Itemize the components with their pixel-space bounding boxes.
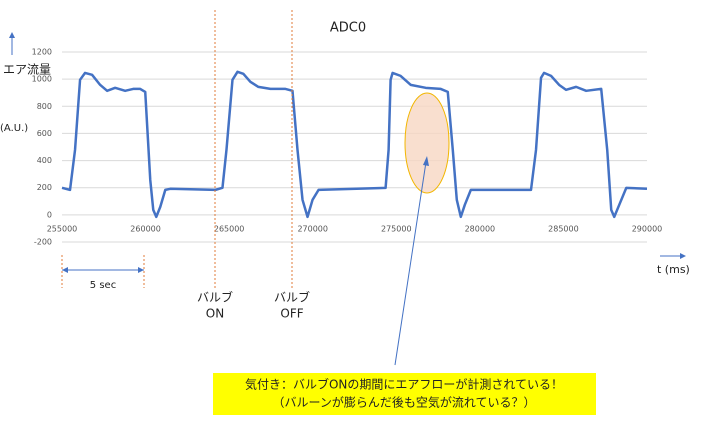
x-tick-label: 285000	[548, 224, 579, 233]
y-tick-label: 600	[37, 129, 52, 138]
x-tick-label: 260000	[130, 224, 161, 233]
x-tick-label: 265000	[214, 224, 245, 233]
y-tick-label: 400	[37, 156, 52, 165]
note-box	[213, 373, 596, 415]
y-tick-label: 0	[47, 210, 52, 219]
y-tick-label: 800	[37, 102, 52, 111]
valve-on-label: バルブ	[197, 290, 233, 305]
y-axis-unit: (A.U.)	[0, 123, 28, 134]
y-tick-label: 1000	[32, 75, 52, 84]
x-tick-label: 270000	[297, 224, 328, 233]
callout-arrow-head	[423, 156, 429, 166]
x-tick-label: 290000	[632, 224, 663, 233]
x-tick-label: 275000	[381, 224, 412, 233]
span-label: 5 sec	[90, 280, 116, 291]
y-tick-label: 200	[37, 183, 52, 192]
callout-arrow	[394, 161, 427, 366]
y-axis-label: エア流量	[3, 63, 51, 77]
note-line: 気付き：バルブONの期間にエアフローが計測されている！	[245, 377, 563, 392]
valve-off-label: バルブ	[274, 290, 310, 305]
x-axis-label: t (ms)	[657, 263, 690, 276]
x-tick-label: 280000	[465, 224, 496, 233]
x-arrow-head	[680, 253, 686, 259]
y-tick-label: 1200	[32, 48, 52, 57]
y-arrow-head	[9, 32, 15, 38]
valve-off-label: OFF	[280, 307, 303, 321]
chart-title: ADC0	[330, 21, 366, 36]
valve-on-label: ON	[206, 307, 224, 321]
y-tick-label: -200	[34, 238, 52, 247]
note-line: （バルーンが膨らんだ後も空気が流れている？）	[272, 395, 535, 410]
x-tick-label: 255000	[47, 224, 78, 233]
data-line	[61, 70, 648, 219]
highlight-ellipse	[404, 92, 450, 194]
plot-area: -200 0 200 400 600 800 1000 1200 255000 260000 265…	[32, 48, 663, 247]
